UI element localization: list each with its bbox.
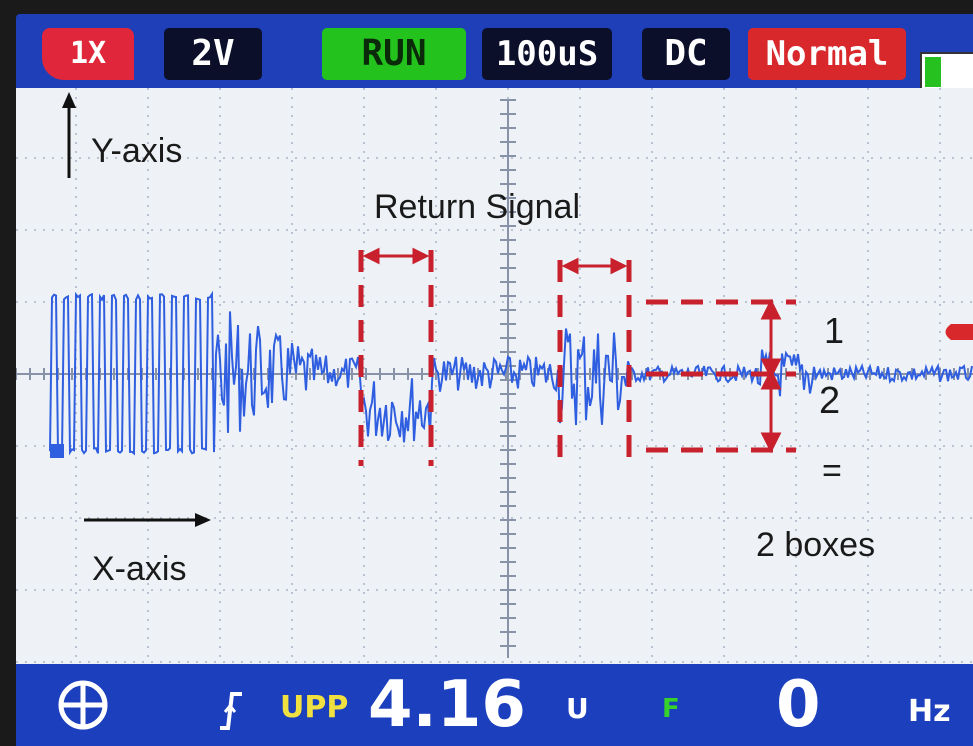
bottom-measurement-bar: UPP 4.16 U F 0 Hz xyxy=(16,664,973,746)
annotation-two-boxes: 2 boxes xyxy=(756,526,876,564)
x-axis-arrow xyxy=(84,513,211,527)
frequency-unit: Hz xyxy=(908,694,951,729)
return-signal-box-1 xyxy=(358,250,434,466)
amplitude-double-arrow xyxy=(760,298,782,454)
y-axis-label: Y-axis xyxy=(91,132,183,170)
frequency-value: 0 xyxy=(776,668,821,742)
frequency-flag: F xyxy=(662,694,680,724)
waveform-canvas xyxy=(16,88,973,664)
probe-attenuation-button[interactable]: 1X xyxy=(42,28,134,80)
annotation-one: 1 xyxy=(824,310,845,351)
return-signal-span-2 xyxy=(561,257,628,275)
trigger-level-marker xyxy=(945,324,973,340)
return-signal-span-1 xyxy=(362,247,430,265)
x-axis-label: X-axis xyxy=(92,550,187,588)
trigger-edge-icon[interactable] xyxy=(216,688,244,734)
time-per-div-indicator[interactable]: 100uS xyxy=(482,28,612,80)
signal-trace xyxy=(49,290,973,457)
annotation-equals: = xyxy=(822,452,842,490)
coupling-indicator[interactable]: DC xyxy=(642,28,730,80)
battery-level-fill xyxy=(925,57,941,87)
vpp-value: 4.16 xyxy=(368,668,526,742)
ground-marker xyxy=(50,444,64,458)
vpp-label: UPP xyxy=(280,690,349,725)
y-axis-arrow xyxy=(62,92,76,178)
trigger-mode-button[interactable]: Normal xyxy=(748,28,906,80)
battery-icon xyxy=(920,52,973,92)
top-status-bar: 1X 2V RUN 100uS DC Normal xyxy=(16,14,973,92)
waveform-display[interactable]: Y-axis X-axis Return Signal 1 2 = 2 boxe… xyxy=(16,88,973,664)
return-signal-label: Return Signal xyxy=(374,188,581,226)
crosshair-icon[interactable] xyxy=(54,676,112,734)
vpp-unit: U xyxy=(566,692,589,725)
volts-per-div-indicator[interactable]: 2V xyxy=(164,28,262,80)
run-stop-button[interactable]: RUN xyxy=(322,28,466,80)
annotation-two: 2 xyxy=(819,380,841,422)
